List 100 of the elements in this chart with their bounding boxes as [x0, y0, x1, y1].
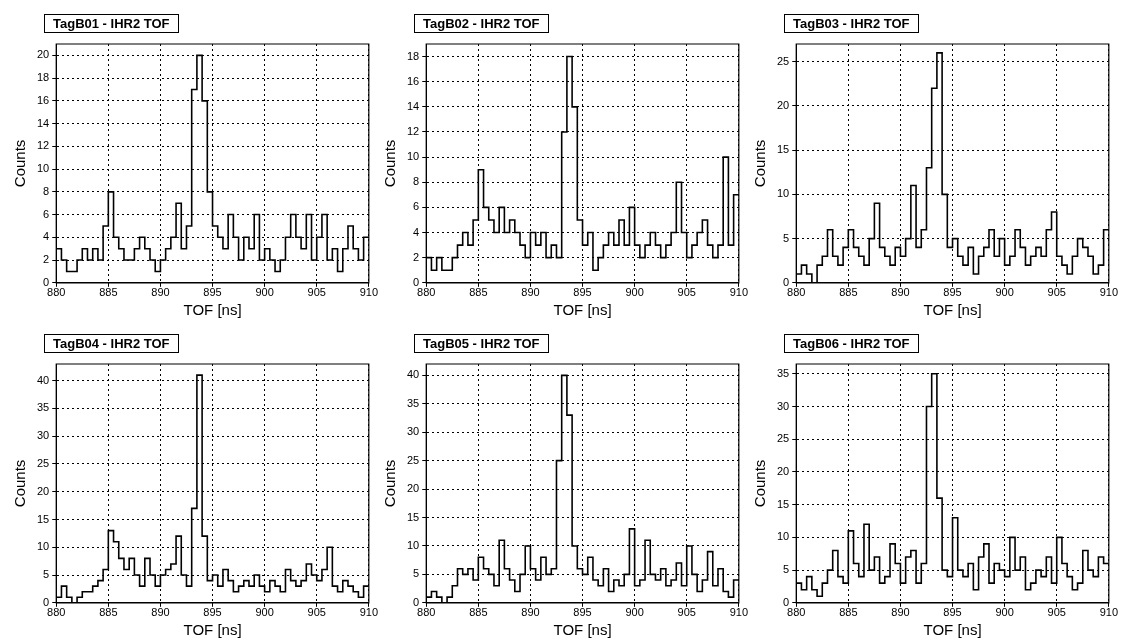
y-tick-label: 6	[43, 207, 50, 220]
y-tick-label: 0	[43, 275, 50, 288]
x-tick-label: 905	[307, 606, 326, 619]
x-tick-label: 910	[359, 606, 378, 619]
y-axis-title: Counts	[751, 139, 769, 188]
chart-title: TagB03 - IHR2 TOF	[784, 14, 919, 33]
x-tick-label: 900	[255, 286, 274, 299]
x-tick-label: 895	[943, 286, 962, 299]
x-tick-label: 895	[573, 606, 592, 619]
y-tick-label: 18	[36, 71, 50, 84]
x-tick-label: 880	[47, 606, 66, 619]
y-tick-label: 16	[36, 93, 50, 106]
x-tick-label: 910	[729, 286, 748, 299]
x-tick-label: 890	[151, 606, 170, 619]
x-tick-label: 895	[203, 286, 222, 299]
x-tick-label: 900	[255, 606, 274, 619]
x-tick-label: 890	[521, 286, 540, 299]
x-tick-label: 880	[787, 606, 806, 619]
y-axis-title: Counts	[751, 459, 769, 508]
y-tick-label: 25	[776, 432, 790, 445]
x-axis-title: TOF [ns]	[553, 301, 612, 319]
chart-title: TagB04 - IHR2 TOF	[44, 334, 179, 353]
y-tick-label: 8	[43, 184, 50, 197]
y-tick-label: 25	[36, 456, 50, 469]
x-tick-label: 910	[729, 606, 748, 619]
y-tick-label: 14	[36, 116, 50, 129]
chart-title: TagB02 - IHR2 TOF	[414, 14, 549, 33]
x-tick-label: 890	[151, 286, 170, 299]
x-tick-label: 905	[307, 286, 326, 299]
x-axis-title: TOF [ns]	[923, 301, 982, 319]
y-tick-label: 10	[36, 540, 50, 553]
y-tick-label: 40	[36, 373, 50, 386]
chart-title: TagB01 - IHR2 TOF	[44, 14, 179, 33]
x-tick-label: 900	[625, 606, 644, 619]
y-tick-label: 5	[43, 568, 50, 581]
y-tick-label: 2	[43, 253, 50, 266]
y-tick-label: 30	[36, 429, 50, 442]
y-tick-label: 30	[776, 399, 790, 412]
y-tick-label: 0	[783, 595, 790, 608]
x-tick-label: 880	[417, 606, 436, 619]
y-tick-label: 0	[413, 595, 420, 608]
y-tick-label: 20	[406, 482, 420, 495]
x-tick-label: 895	[573, 286, 592, 299]
y-tick-label: 35	[406, 396, 420, 409]
y-axis-title: Counts	[11, 139, 29, 188]
x-tick-label: 900	[995, 286, 1014, 299]
x-axis-title: TOF [ns]	[183, 621, 242, 639]
y-tick-label: 25	[406, 453, 420, 466]
x-tick-label: 890	[891, 286, 910, 299]
x-tick-label: 910	[359, 286, 378, 299]
y-tick-label: 5	[413, 567, 420, 580]
y-tick-label: 10	[36, 162, 50, 175]
y-tick-label: 15	[776, 497, 790, 510]
x-tick-label: 885	[839, 286, 858, 299]
x-tick-label: 905	[677, 286, 696, 299]
y-tick-label: 25	[776, 54, 790, 67]
x-tick-label: 880	[787, 286, 806, 299]
x-tick-label: 885	[839, 606, 858, 619]
y-tick-label: 18	[406, 49, 420, 62]
y-tick-label: 0	[413, 275, 420, 288]
x-tick-label: 885	[469, 606, 488, 619]
y-tick-label: 2	[413, 250, 420, 263]
y-tick-label: 20	[36, 484, 50, 497]
y-axis-title: Counts	[11, 459, 29, 508]
y-tick-label: 35	[776, 366, 790, 379]
y-axis-title: Counts	[381, 459, 399, 508]
x-axis-title: TOF [ns]	[923, 621, 982, 639]
x-tick-label: 895	[943, 606, 962, 619]
y-tick-label: 35	[36, 401, 50, 414]
x-tick-label: 880	[417, 286, 436, 299]
x-tick-label: 890	[891, 606, 910, 619]
x-tick-label: 900	[625, 286, 644, 299]
y-tick-label: 0	[43, 595, 50, 608]
x-tick-label: 880	[47, 286, 66, 299]
y-tick-label: 4	[413, 225, 420, 238]
y-tick-label: 30	[406, 425, 420, 438]
y-tick-label: 20	[36, 48, 50, 61]
y-tick-label: 15	[36, 512, 50, 525]
y-tick-label: 10	[406, 538, 420, 551]
x-tick-label: 905	[1047, 606, 1066, 619]
y-tick-label: 20	[776, 464, 790, 477]
x-axis-title: TOF [ns]	[183, 301, 242, 319]
x-tick-label: 910	[1099, 286, 1118, 299]
y-axis-title: Counts	[381, 139, 399, 188]
y-tick-label: 40	[406, 368, 420, 381]
y-tick-label: 20	[776, 98, 790, 111]
y-tick-label: 4	[43, 230, 50, 243]
y-tick-label: 15	[776, 143, 790, 156]
x-tick-label: 890	[521, 606, 540, 619]
y-tick-label: 0	[783, 275, 790, 288]
y-tick-label: 16	[406, 74, 420, 87]
y-tick-label: 8	[413, 175, 420, 188]
x-axis-title: TOF [ns]	[553, 621, 612, 639]
x-tick-label: 895	[203, 606, 222, 619]
y-tick-label: 5	[783, 231, 790, 244]
x-tick-label: 905	[677, 606, 696, 619]
chart-title: TagB06 - IHR2 TOF	[784, 334, 919, 353]
x-tick-label: 910	[1099, 606, 1118, 619]
y-tick-label: 14	[406, 99, 420, 112]
y-tick-label: 12	[406, 125, 420, 138]
